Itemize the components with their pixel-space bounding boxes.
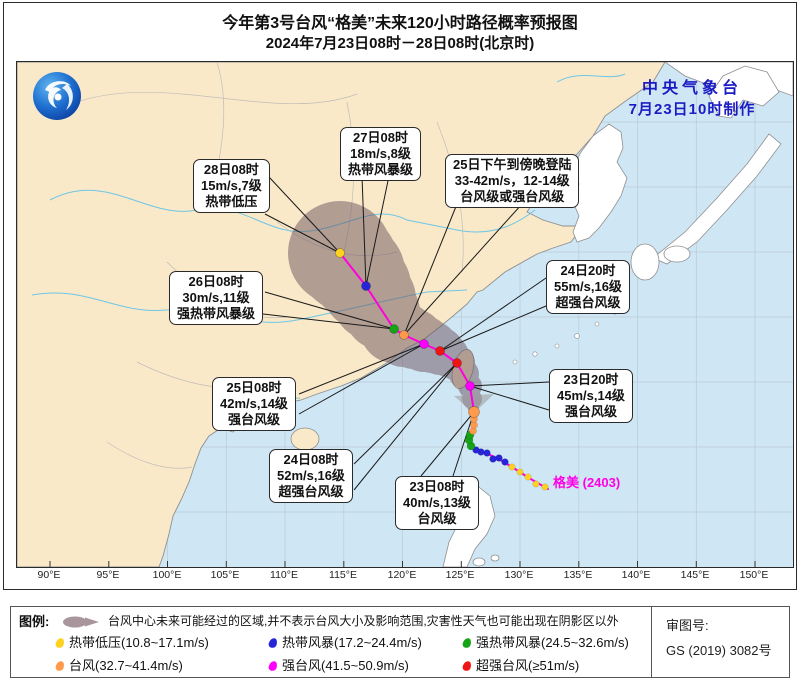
lon-label: 95°E (96, 569, 120, 581)
lon-label: 150°E (739, 569, 769, 581)
legend: 图例: 台风中心未来可能经过的区域,并不表示台风大小及影响范围,灾害性天气也可能… (10, 606, 790, 678)
forecast-track-points (335, 248, 480, 418)
legend-item-td: 热带低压(10.8~17.1m/s) (54, 632, 209, 651)
storm-name-label: 格美 (2403) (553, 475, 621, 490)
lon-label: 105°E (210, 569, 240, 581)
map-canvas (17, 62, 793, 567)
legend-title: 图例: (19, 614, 50, 629)
callout-leader-lines (262, 175, 550, 491)
cone-swatch-icon (61, 615, 103, 634)
point-25d08h (419, 339, 429, 349)
map-frame: 今年第3号台风“格美”未来120小时路径概率预报图 2024年7月23日08时－… (3, 2, 797, 590)
point-28d08h (335, 248, 345, 258)
ts-marker-icon (267, 637, 279, 649)
callout-23d08h: 23日08时 40m/s,13级 台风级 (395, 476, 479, 530)
cone-tip-fan (454, 394, 494, 413)
lon-label: 110°E (270, 569, 298, 581)
callout-25d08h: 25日08时 42m/s,14级 强台风级 (212, 377, 296, 431)
point-26d08h (389, 324, 399, 334)
sty-marker-icon (267, 660, 279, 672)
suty-marker-icon (461, 660, 473, 672)
legend-item-sty: 强台风(41.5~50.9m/s) (267, 655, 409, 674)
callout-24d08h: 24日08时 52m/s,16级 超强台风级 (269, 449, 353, 503)
observed-track-points (464, 415, 549, 491)
callout-26d08h: 26日08时 30m/s,11级 强热带风暴级 (169, 271, 264, 325)
agency-caption: 中央气象台 7月23日10时制作 (607, 74, 777, 119)
callout-27d08h: 27日08时 18m/s,8级 热带风暴级 (340, 127, 422, 181)
ty-marker-icon (54, 660, 66, 672)
point-27d08h (361, 281, 371, 291)
point-landfall (399, 330, 409, 340)
landmass-japan (630, 65, 782, 281)
agency-name: 中央气象台 (641, 80, 742, 97)
lon-label: 125°E (445, 569, 475, 581)
hainan-island (290, 427, 320, 451)
point-24d08h (452, 358, 462, 368)
point-23d08h (468, 406, 480, 418)
cone-description: 台风中心未来可能经过的区域,并不表示台风大小及影响范围,灾害性天气也可能出现在阴… (108, 614, 619, 628)
callout-23d20h: 23日20时 45m/s,14级 强台风级 (549, 369, 633, 423)
map-approval: 审图号: GS (2019) 3082号 (651, 607, 790, 677)
lon-label: 100°E (152, 569, 182, 581)
lon-label: 130°E (504, 569, 534, 581)
page-title: 今年第3号台风“格美”未来120小时路径概率预报图 (222, 15, 578, 32)
lon-label: 90°E (37, 569, 61, 581)
legend-item-ty: 台风(32.7~41.4m/s) (54, 655, 183, 674)
callout-28d08h: 28日08时 15m/s,7级 热带低压 (193, 159, 270, 213)
map-area: 中央气象台 7月23日10时制作 28日08时 15m/s,7级 热带低压 27日0… (16, 61, 794, 568)
legend-item-suty: 超强台风(≥51m/s) (461, 655, 579, 674)
approval-label: 审图号: (666, 618, 709, 633)
td-marker-icon (54, 637, 66, 649)
callout-landfall: 25日下午到傍晚登陆 33-42m/s，12-14级 台风级或强台风级 (445, 154, 580, 208)
callout-24d20h: 24日20时 55m/s,16级 超强台风级 (546, 260, 630, 314)
lon-label: 135°E (563, 569, 593, 581)
ryukyu-islands (512, 309, 618, 365)
lon-label: 120°E (387, 569, 417, 581)
lon-label: 115°E (329, 569, 357, 581)
point-23d20h (465, 381, 475, 391)
lon-label: 140°E (621, 569, 651, 581)
agency-issue-time: 7月23日10时制作 (628, 101, 756, 118)
sts-marker-icon (461, 637, 473, 649)
approval-number: GS (2019) 3082号 (666, 643, 772, 658)
axis-ticks (49, 561, 756, 567)
point-24d20h (435, 346, 445, 356)
legend-item-sts: 强热带风暴(24.5~32.6m/s) (461, 632, 629, 651)
page-subtitle: 2024年7月23日08时－28日08时(北京时) (265, 35, 535, 52)
legend-item-ts: 热带风暴(17.2~24.4m/s) (267, 632, 422, 651)
lon-label: 145°E (680, 569, 710, 581)
